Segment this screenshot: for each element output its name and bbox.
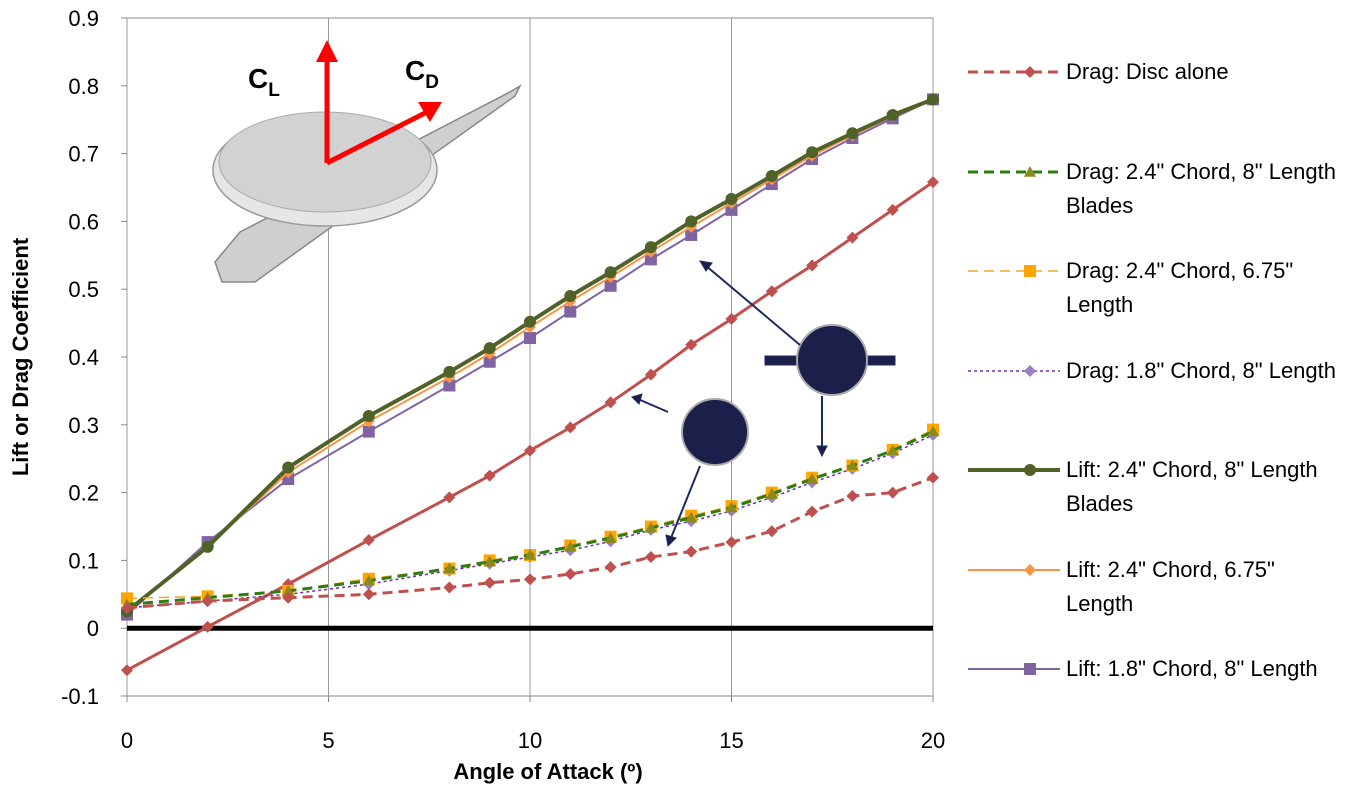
legend-item: Lift: 2.4" Chord, 8" Length Blades <box>960 453 1338 553</box>
legend-label: Drag: 2.4" Chord, 6.75" Length <box>1066 254 1338 322</box>
legend-label: Lift: 2.4" Chord, 8" Length Blades <box>1066 453 1338 521</box>
legend-item: Drag: 1.8" Chord, 8" Length <box>960 354 1338 454</box>
legend: Drag: Disc alone Drag: 2.4" Chord, 8" Len… <box>960 55 1338 752</box>
marker <box>524 332 536 344</box>
marker <box>605 266 617 278</box>
y-tick-label: 0.8 <box>68 74 99 99</box>
marker <box>1024 564 1036 576</box>
y-axis-title: Lift or Drag Coefficient <box>8 237 33 476</box>
marker <box>927 93 939 105</box>
legend-swatch <box>960 354 1066 388</box>
x-tick-label: 0 <box>121 728 133 753</box>
legend-swatch <box>960 155 1066 189</box>
x-tick-label: 15 <box>719 728 743 753</box>
legend-item: Lift: 2.4" Chord, 6.75" Length <box>960 553 1338 653</box>
marker <box>1024 265 1036 277</box>
legend-swatch <box>960 652 1066 686</box>
marker <box>443 366 455 378</box>
y-tick-label: 0.2 <box>68 481 99 506</box>
legend-item: Drag: Disc alone <box>960 55 1338 155</box>
marker <box>645 241 657 253</box>
marker <box>806 146 818 158</box>
legend-swatch <box>960 55 1066 89</box>
symbol: C <box>248 63 268 94</box>
legend-item: Drag: 2.4" Chord, 6.75" Length <box>960 254 1338 354</box>
page: 0 5 10 15 20 -0.1 0 0.1 0.2 0.3 0.4 0.5 0.6 0.7 0.8 0.9… <box>0 0 1348 798</box>
subscript: D <box>425 72 439 93</box>
y-tick-label: -0.1 <box>61 684 99 709</box>
disc-with-blades <box>797 325 867 395</box>
marker <box>282 462 294 474</box>
legend-item: Lift: 1.8" Chord, 8" Length <box>960 652 1338 752</box>
marker <box>685 215 697 227</box>
y-tick-label: 0.9 <box>68 6 99 31</box>
symbol: C <box>405 55 425 86</box>
y-tick-label: 0.1 <box>68 548 99 573</box>
marker <box>363 410 375 422</box>
y-tick-label: 0 <box>87 616 99 641</box>
marker <box>1024 663 1036 675</box>
x-tick-label: 20 <box>921 728 945 753</box>
marker <box>202 541 214 553</box>
marker <box>1024 464 1036 476</box>
y-tick-label: 0.3 <box>68 413 99 438</box>
disc-alone <box>682 399 748 465</box>
marker <box>1024 365 1036 377</box>
legend-label: Lift: 2.4" Chord, 6.75" Length <box>1066 553 1338 621</box>
y-tick-label: 0.5 <box>68 277 99 302</box>
marker <box>524 316 536 328</box>
x-tick-label: 10 <box>518 728 542 753</box>
x-axis-title: Angle of Attack (º) <box>453 759 642 784</box>
legend-item: Drag: 2.4" Chord, 8" Length Blades <box>960 155 1338 255</box>
y-tick-label: 0.7 <box>68 142 99 167</box>
legend-label: Drag: 2.4" Chord, 8" Length Blades <box>1066 155 1338 223</box>
marker <box>484 342 496 354</box>
legend-label: Lift: 1.8" Chord, 8" Length <box>1066 652 1338 686</box>
marker <box>1024 66 1036 78</box>
legend-swatch <box>960 254 1066 288</box>
marker <box>887 109 899 121</box>
subscript: L <box>268 80 280 101</box>
y-tick-label: 0.6 <box>68 209 99 234</box>
legend-label: Drag: 1.8" Chord, 8" Length <box>1066 354 1338 388</box>
legend-swatch <box>960 553 1066 587</box>
marker <box>726 193 738 205</box>
marker <box>846 127 858 139</box>
x-tick-label: 5 <box>322 728 334 753</box>
y-tick-label: 0.4 <box>68 345 99 370</box>
marker <box>766 170 778 182</box>
marker <box>564 290 576 302</box>
chart: 0 5 10 15 20 -0.1 0 0.1 0.2 0.3 0.4 0.5 0.6 0.7 0.8 0.9… <box>0 0 950 798</box>
legend-label: Drag: Disc alone <box>1066 55 1338 89</box>
legend-swatch <box>960 453 1066 487</box>
